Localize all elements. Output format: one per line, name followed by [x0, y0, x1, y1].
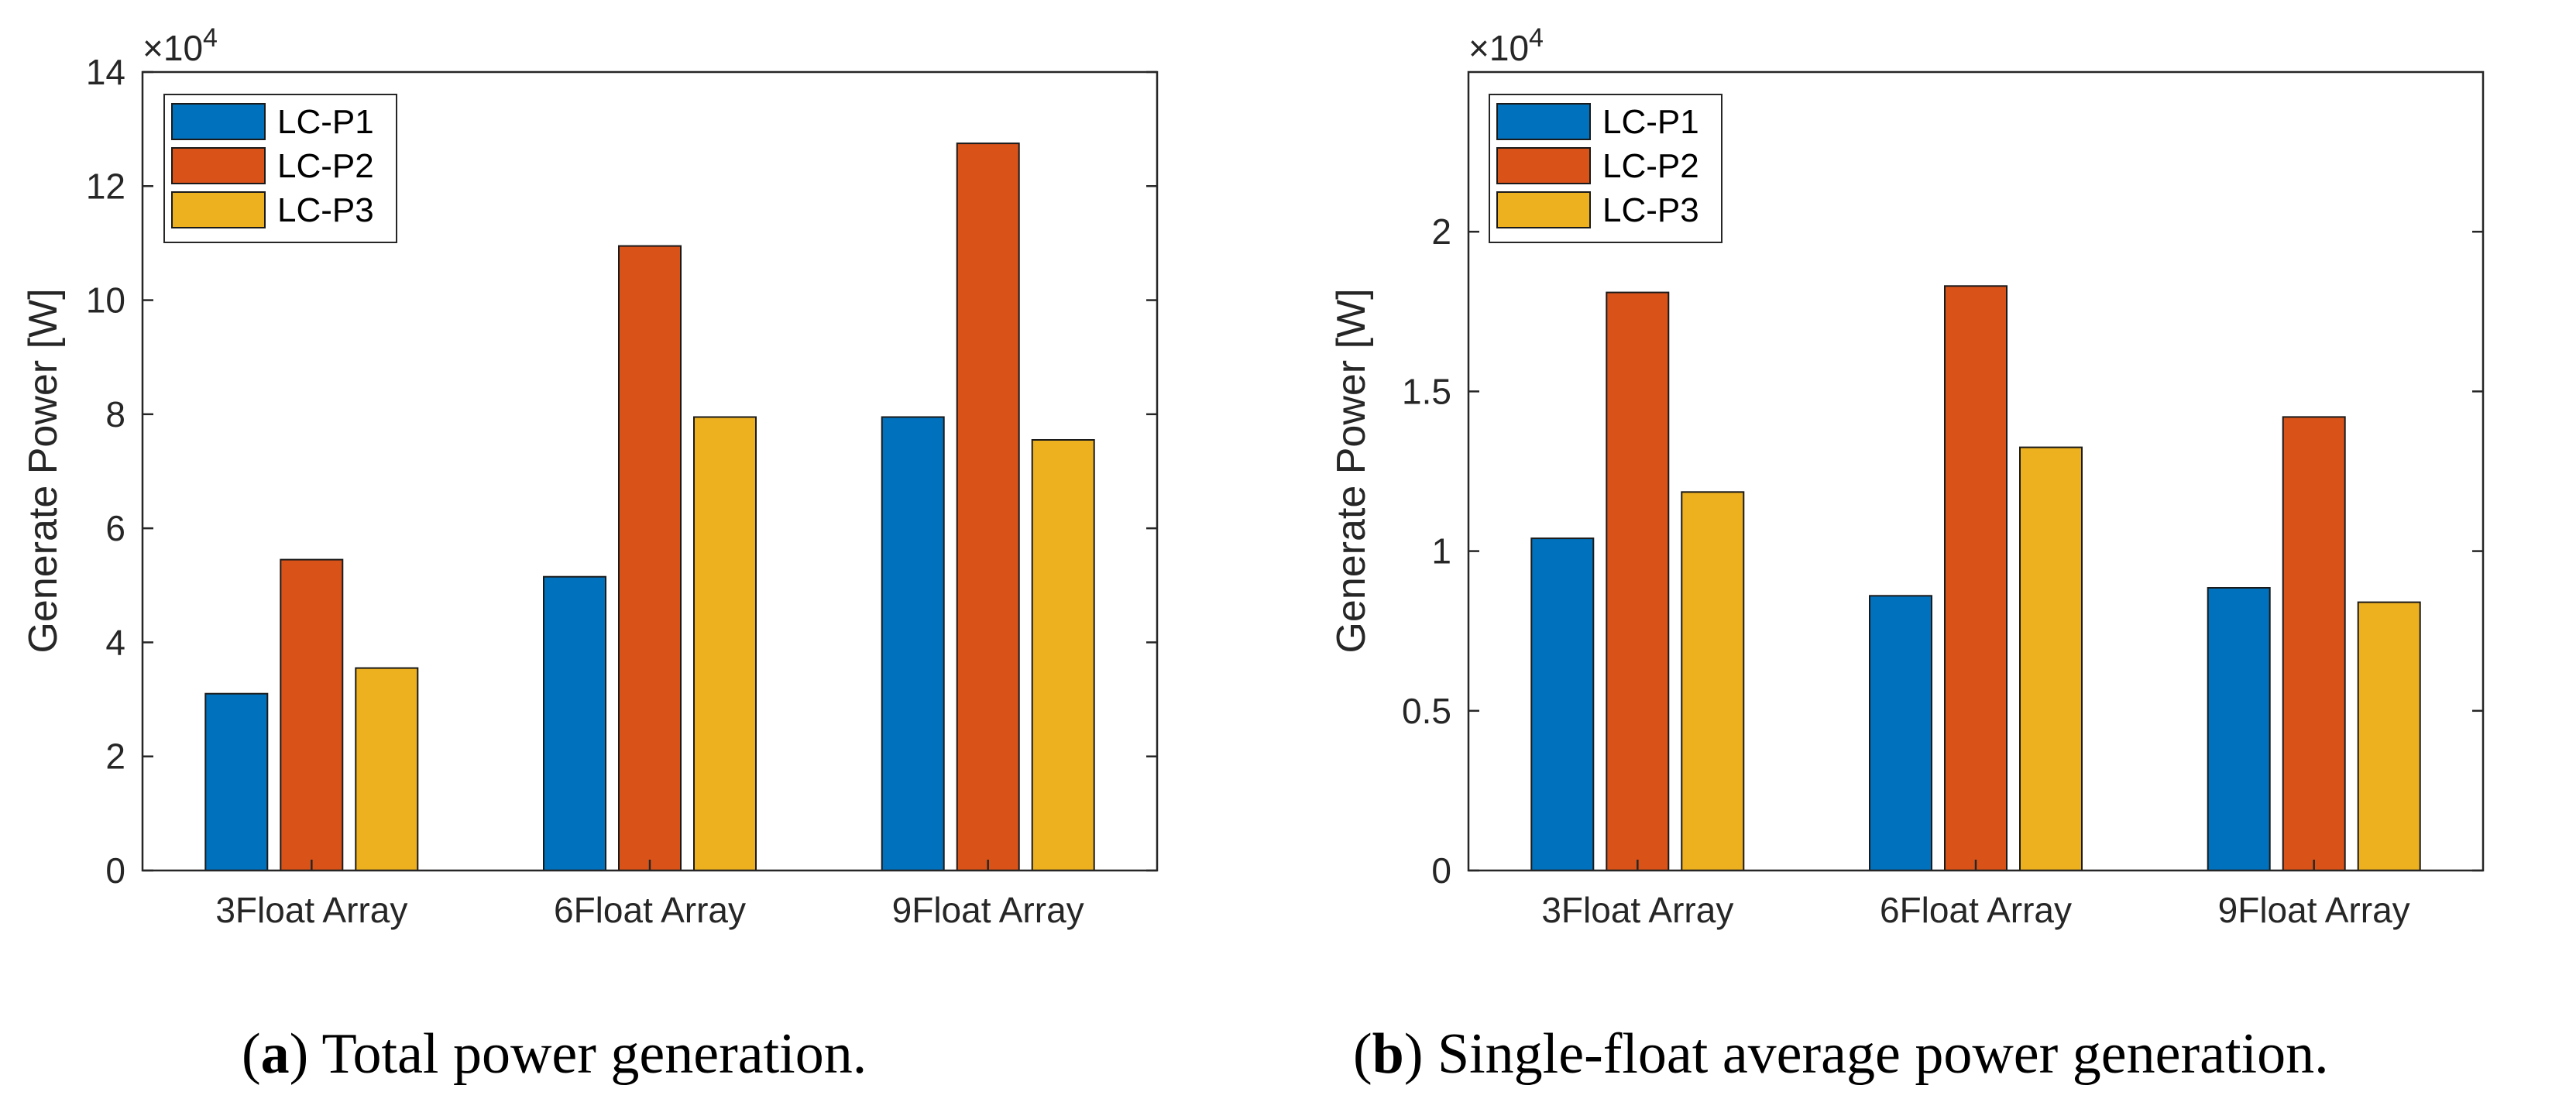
bar-lc-p1-2 [543, 575, 606, 871]
bar-lc-p3-1 [355, 667, 419, 871]
bar-lc-p1-3 [881, 416, 945, 871]
legend-label-lc-p3: LC-P3 [277, 191, 374, 229]
legend-label-lc-p2: LC-P2 [277, 147, 374, 185]
x-tick-label: 9Float Array [892, 890, 1084, 930]
caption-b: (b) Single-float average power generatio… [1353, 1022, 2329, 1086]
bars [1530, 285, 2421, 872]
bar-lc-p2-3 [956, 143, 1020, 872]
y-tick-label: 0 [1431, 850, 1451, 891]
bar-lc-p2-2 [1944, 285, 2008, 871]
y-tick-label: 8 [105, 394, 125, 434]
bar-lc-p3-3 [1031, 439, 1095, 871]
bar-lc-p1-3 [2207, 587, 2271, 871]
x-tick-label: 6Float Array [554, 890, 746, 930]
x-tick-labels: 3Float Array 6Float Array 9Float Array [1541, 860, 2410, 930]
caption-label: b [1372, 1022, 1404, 1086]
bar-lc-p1-1 [204, 692, 269, 872]
y-tick-label: 4 [105, 622, 125, 662]
chart-b: 0 0.5 1 1.5 2 3Float Array 6Float Array 9Float… [1329, 23, 2485, 1086]
caption-text: Single-float average power generation. [1437, 1022, 2329, 1086]
y-tick-label: 12 [86, 166, 125, 206]
bar-lc-p1-2 [1869, 595, 1932, 871]
y-ticks: 0 0.5 1 1.5 2 [1402, 211, 2483, 891]
y-ticks: 0 2 4 6 8 10 12 14 [86, 52, 1157, 891]
exponent-base: ×10 [143, 28, 203, 68]
legend-swatch-lc-p1 [1496, 103, 1591, 140]
legend-label-lc-p1: LC-P1 [1602, 103, 1699, 141]
x-tick-label: 3Float Array [1541, 890, 1733, 930]
y-tick-label: 10 [86, 280, 125, 321]
y-tick-label: 1 [1431, 531, 1451, 572]
x-tick-label: 3Float Array [215, 890, 407, 930]
y-tick-label: 2 [1431, 211, 1451, 252]
legend: LC-P1 LC-P2 LC-P3 [1489, 94, 1722, 243]
x-tick-labels: 3Float Array 6Float Array 9Float Array [215, 860, 1084, 930]
legend-swatch-lc-p3 [171, 191, 266, 228]
y-tick-label: 0 [105, 850, 125, 891]
y-tick-label: 1.5 [1402, 371, 1451, 411]
bar-lc-p3-3 [2357, 601, 2421, 871]
exponent-label: ×104 [1468, 23, 1544, 68]
bar-lc-p3-2 [693, 416, 757, 871]
exponent-power: 4 [1529, 23, 1544, 53]
bar-lc-p2-3 [2282, 416, 2346, 871]
exponent-power: 4 [203, 23, 218, 53]
bar-lc-p2-1 [280, 558, 344, 871]
caption-label: a [261, 1022, 290, 1086]
bar-lc-p3-1 [1681, 491, 1745, 871]
chart-a: 0 2 4 6 8 10 12 14 3Float Array 6Float Array 9Flo… [21, 23, 1159, 1086]
caption-text: Total power generation. [321, 1022, 867, 1086]
x-tick-label: 6Float Array [1880, 890, 2072, 930]
y-axis-label: Generate Power [W] [1329, 288, 1374, 653]
bar-lc-p2-2 [618, 245, 682, 872]
legend-swatch-lc-p2 [171, 147, 266, 184]
legend-swatch-lc-p3 [1496, 191, 1591, 228]
bar-lc-p3-2 [2019, 446, 2083, 871]
exponent-label: ×104 [143, 23, 218, 68]
y-tick-label: 2 [105, 737, 125, 777]
exponent-base: ×10 [1468, 28, 1529, 68]
bars [204, 143, 1095, 872]
y-tick-label: 14 [86, 52, 125, 92]
caption-a: (a) Total power generation. [242, 1022, 867, 1086]
legend-label-lc-p3: LC-P3 [1602, 191, 1699, 229]
legend-swatch-lc-p2 [1496, 147, 1591, 184]
legend: LC-P1 LC-P2 LC-P3 [163, 94, 397, 243]
y-tick-label: 0.5 [1402, 691, 1451, 731]
y-axis-label: Generate Power [W] [21, 288, 66, 653]
legend-label-lc-p2: LC-P2 [1602, 147, 1699, 185]
legend-label-lc-p1: LC-P1 [277, 103, 374, 141]
bar-lc-p2-1 [1606, 291, 1670, 872]
bar-lc-p1-1 [1530, 537, 1595, 871]
x-tick-label: 9Float Array [2218, 890, 2410, 930]
y-tick-label: 6 [105, 508, 125, 548]
legend-swatch-lc-p1 [171, 103, 266, 140]
